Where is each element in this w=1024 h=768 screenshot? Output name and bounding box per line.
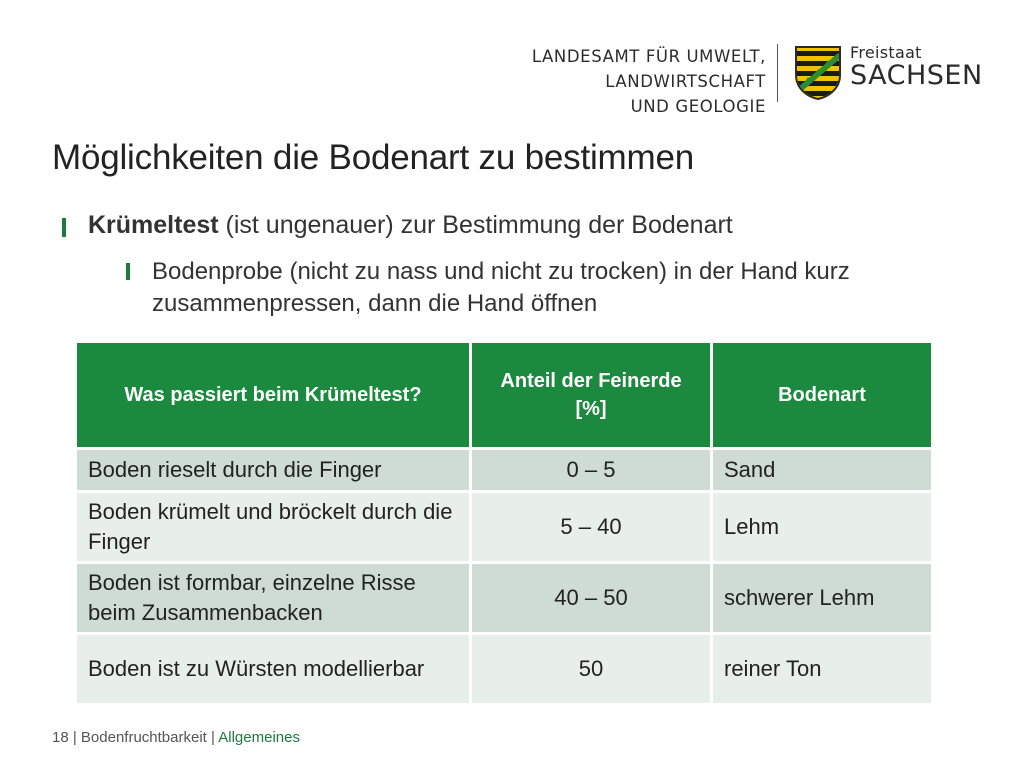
bullet-1: Krümeltest (ist ungenauer) zur Bestimmun… [88, 211, 733, 240]
state-big: SACHSEN [850, 60, 983, 91]
bullet-1-bold: Krümeltest [88, 211, 219, 239]
bullet-marker-icon [62, 218, 66, 237]
table-header-row: Was passiert beim Krümeltest? Anteil der… [77, 343, 931, 450]
bullet-2: Bodenprobe (nicht zu nass und nicht zu t… [152, 258, 850, 317]
slide-footer: 18 | Bodenfruchtbarkeit | Allgemeines [52, 729, 300, 746]
sub-bullet-marker-icon [126, 263, 130, 280]
cell-test: Boden ist zu Würsten modellierbar [77, 635, 472, 706]
agency-line-1: LANDESAMT FÜR UMWELT, [531, 47, 766, 66]
table-row: Boden krümelt und bröckelt durch die Fin… [77, 493, 931, 564]
header-divider [777, 44, 778, 102]
cell-test: Boden ist formbar, einzelne Risse beim Z… [77, 564, 472, 635]
saxony-coat-of-arms-icon [795, 46, 841, 100]
column-header-soil-type: Bodenart [713, 343, 931, 450]
table-row: Boden rieselt durch die Finger 0 – 5 San… [77, 450, 931, 493]
cell-soil-type: schwerer Lehm [713, 564, 931, 635]
cell-fine-earth: 0 – 5 [472, 450, 713, 493]
agency-name: LANDESAMT FÜR UMWELT, LANDWIRTSCHAFT UND… [532, 44, 766, 119]
agency-line-3: UND GEOLOGIE [630, 97, 766, 116]
state-name: Freistaat SACHSEN [850, 44, 983, 90]
table-row: Boden ist formbar, einzelne Risse beim Z… [77, 564, 931, 635]
column-header-fine-earth: Anteil der Feinerde [%] [472, 343, 713, 450]
page-number: 18 [52, 729, 69, 746]
cell-fine-earth: 40 – 50 [472, 564, 713, 635]
cell-soil-type: reiner Ton [713, 635, 931, 706]
cell-test: Boden krümelt und bröckelt durch die Fin… [77, 493, 472, 564]
bullet-1-text: (ist ungenauer) zur Bestimmung der Boden… [218, 211, 733, 239]
footer-topic: Allgemeines [218, 729, 300, 746]
soil-table: Was passiert beim Krümeltest? Anteil der… [77, 343, 931, 706]
state-small: Freistaat [850, 43, 922, 62]
cell-fine-earth: 5 – 40 [472, 493, 713, 564]
agency-line-2: LANDWIRTSCHAFT [605, 72, 766, 91]
slide-title: Möglichkeiten die Bodenart zu bestimmen [52, 138, 694, 177]
cell-fine-earth: 50 [472, 635, 713, 706]
column-header-test: Was passiert beim Krümeltest? [77, 343, 472, 450]
cell-test: Boden rieselt durch die Finger [77, 450, 472, 493]
cell-soil-type: Sand [713, 450, 931, 493]
cell-soil-type: Lehm [713, 493, 931, 564]
footer-section: Bodenfruchtbarkeit [80, 729, 207, 746]
table-row: Boden ist zu Würsten modellierbar 50 rei… [77, 635, 931, 706]
